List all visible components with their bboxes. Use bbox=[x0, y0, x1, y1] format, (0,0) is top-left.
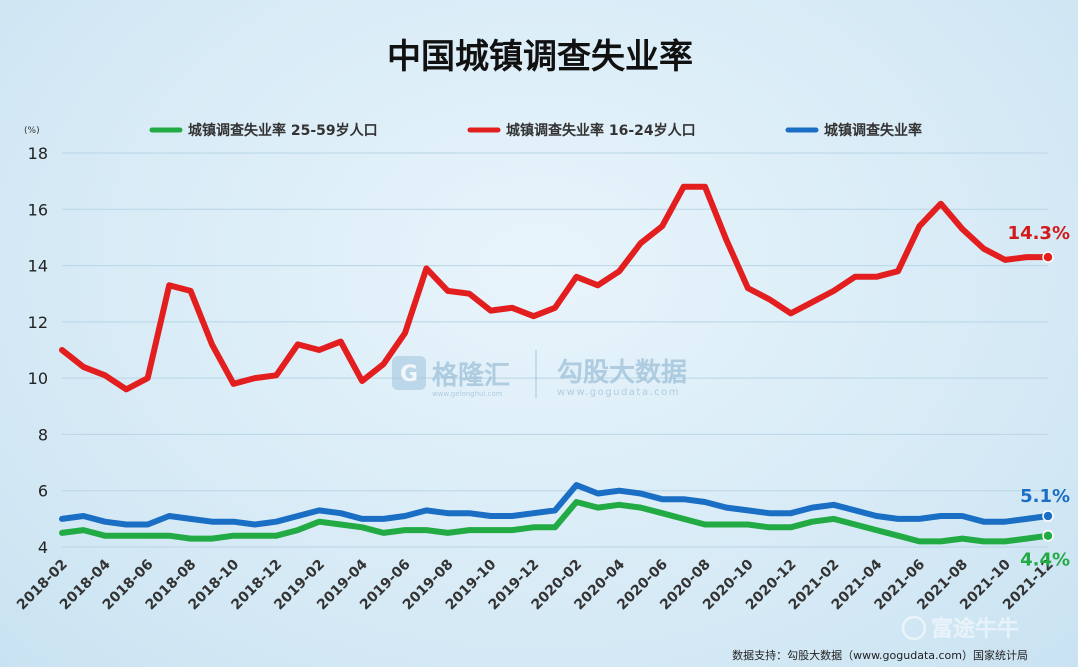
watermark-brand2-url: www.gogudata.com bbox=[557, 387, 680, 398]
corner-logo: 富途牛牛 bbox=[901, 615, 1019, 642]
watermark-brand1: 格隆汇 bbox=[432, 360, 510, 391]
watermark-brand1-url: www.gelonghui.com bbox=[432, 390, 503, 398]
legend: 城镇调查失业率 25-59岁人口 城镇调查失业率 16-24岁人口 城镇调查失业… bbox=[149, 122, 922, 139]
y-tick-label: 16 bbox=[28, 200, 48, 219]
watermark-logo-icon bbox=[392, 356, 426, 390]
watermark-brand2: 勾股大数据 bbox=[557, 358, 687, 388]
watermark-logo-letter: G bbox=[400, 362, 418, 387]
y-axis-unit: (%) bbox=[24, 126, 40, 136]
y-tick-label: 12 bbox=[28, 313, 48, 332]
legend-label-25-59: 城镇调查失业率 25-59岁人口 bbox=[188, 122, 378, 139]
end-label-overall: 5.1% bbox=[1020, 486, 1070, 507]
end-label-25-59: 4.4% bbox=[1020, 550, 1070, 571]
y-tick-label: 8 bbox=[38, 425, 48, 444]
chart-title: 中国城镇调查失业率 bbox=[387, 37, 693, 77]
end-point-16-24 bbox=[1042, 251, 1054, 263]
y-tick-label: 10 bbox=[28, 369, 48, 388]
series-line-25-59 bbox=[59, 499, 1051, 545]
corner-logo-icon bbox=[901, 615, 927, 641]
watermark: G 格隆汇 www.gelonghui.com 勾股大数据 www.goguda… bbox=[392, 350, 687, 398]
y-tick-label: 6 bbox=[38, 482, 48, 501]
source-note: 数据支持：勾股大数据（www.gogudata.com）国家统计局 bbox=[732, 648, 1028, 662]
legend-label-overall: 城镇调查失业率 bbox=[824, 122, 922, 139]
y-tick-label: 14 bbox=[28, 257, 48, 276]
end-label-16-24: 14.3% bbox=[1008, 223, 1070, 244]
end-point-overall bbox=[1042, 510, 1054, 522]
legend-label-16-24: 城镇调查失业率 16-24岁人口 bbox=[506, 122, 696, 139]
series-line-overall bbox=[59, 482, 1051, 528]
y-tick-label: 4 bbox=[38, 538, 48, 557]
corner-logo-text: 富途牛牛 bbox=[931, 616, 1019, 642]
series-line-16-24 bbox=[59, 183, 1051, 393]
y-tick-label: 18 bbox=[28, 144, 48, 163]
end-point-25-59 bbox=[1042, 529, 1054, 542]
